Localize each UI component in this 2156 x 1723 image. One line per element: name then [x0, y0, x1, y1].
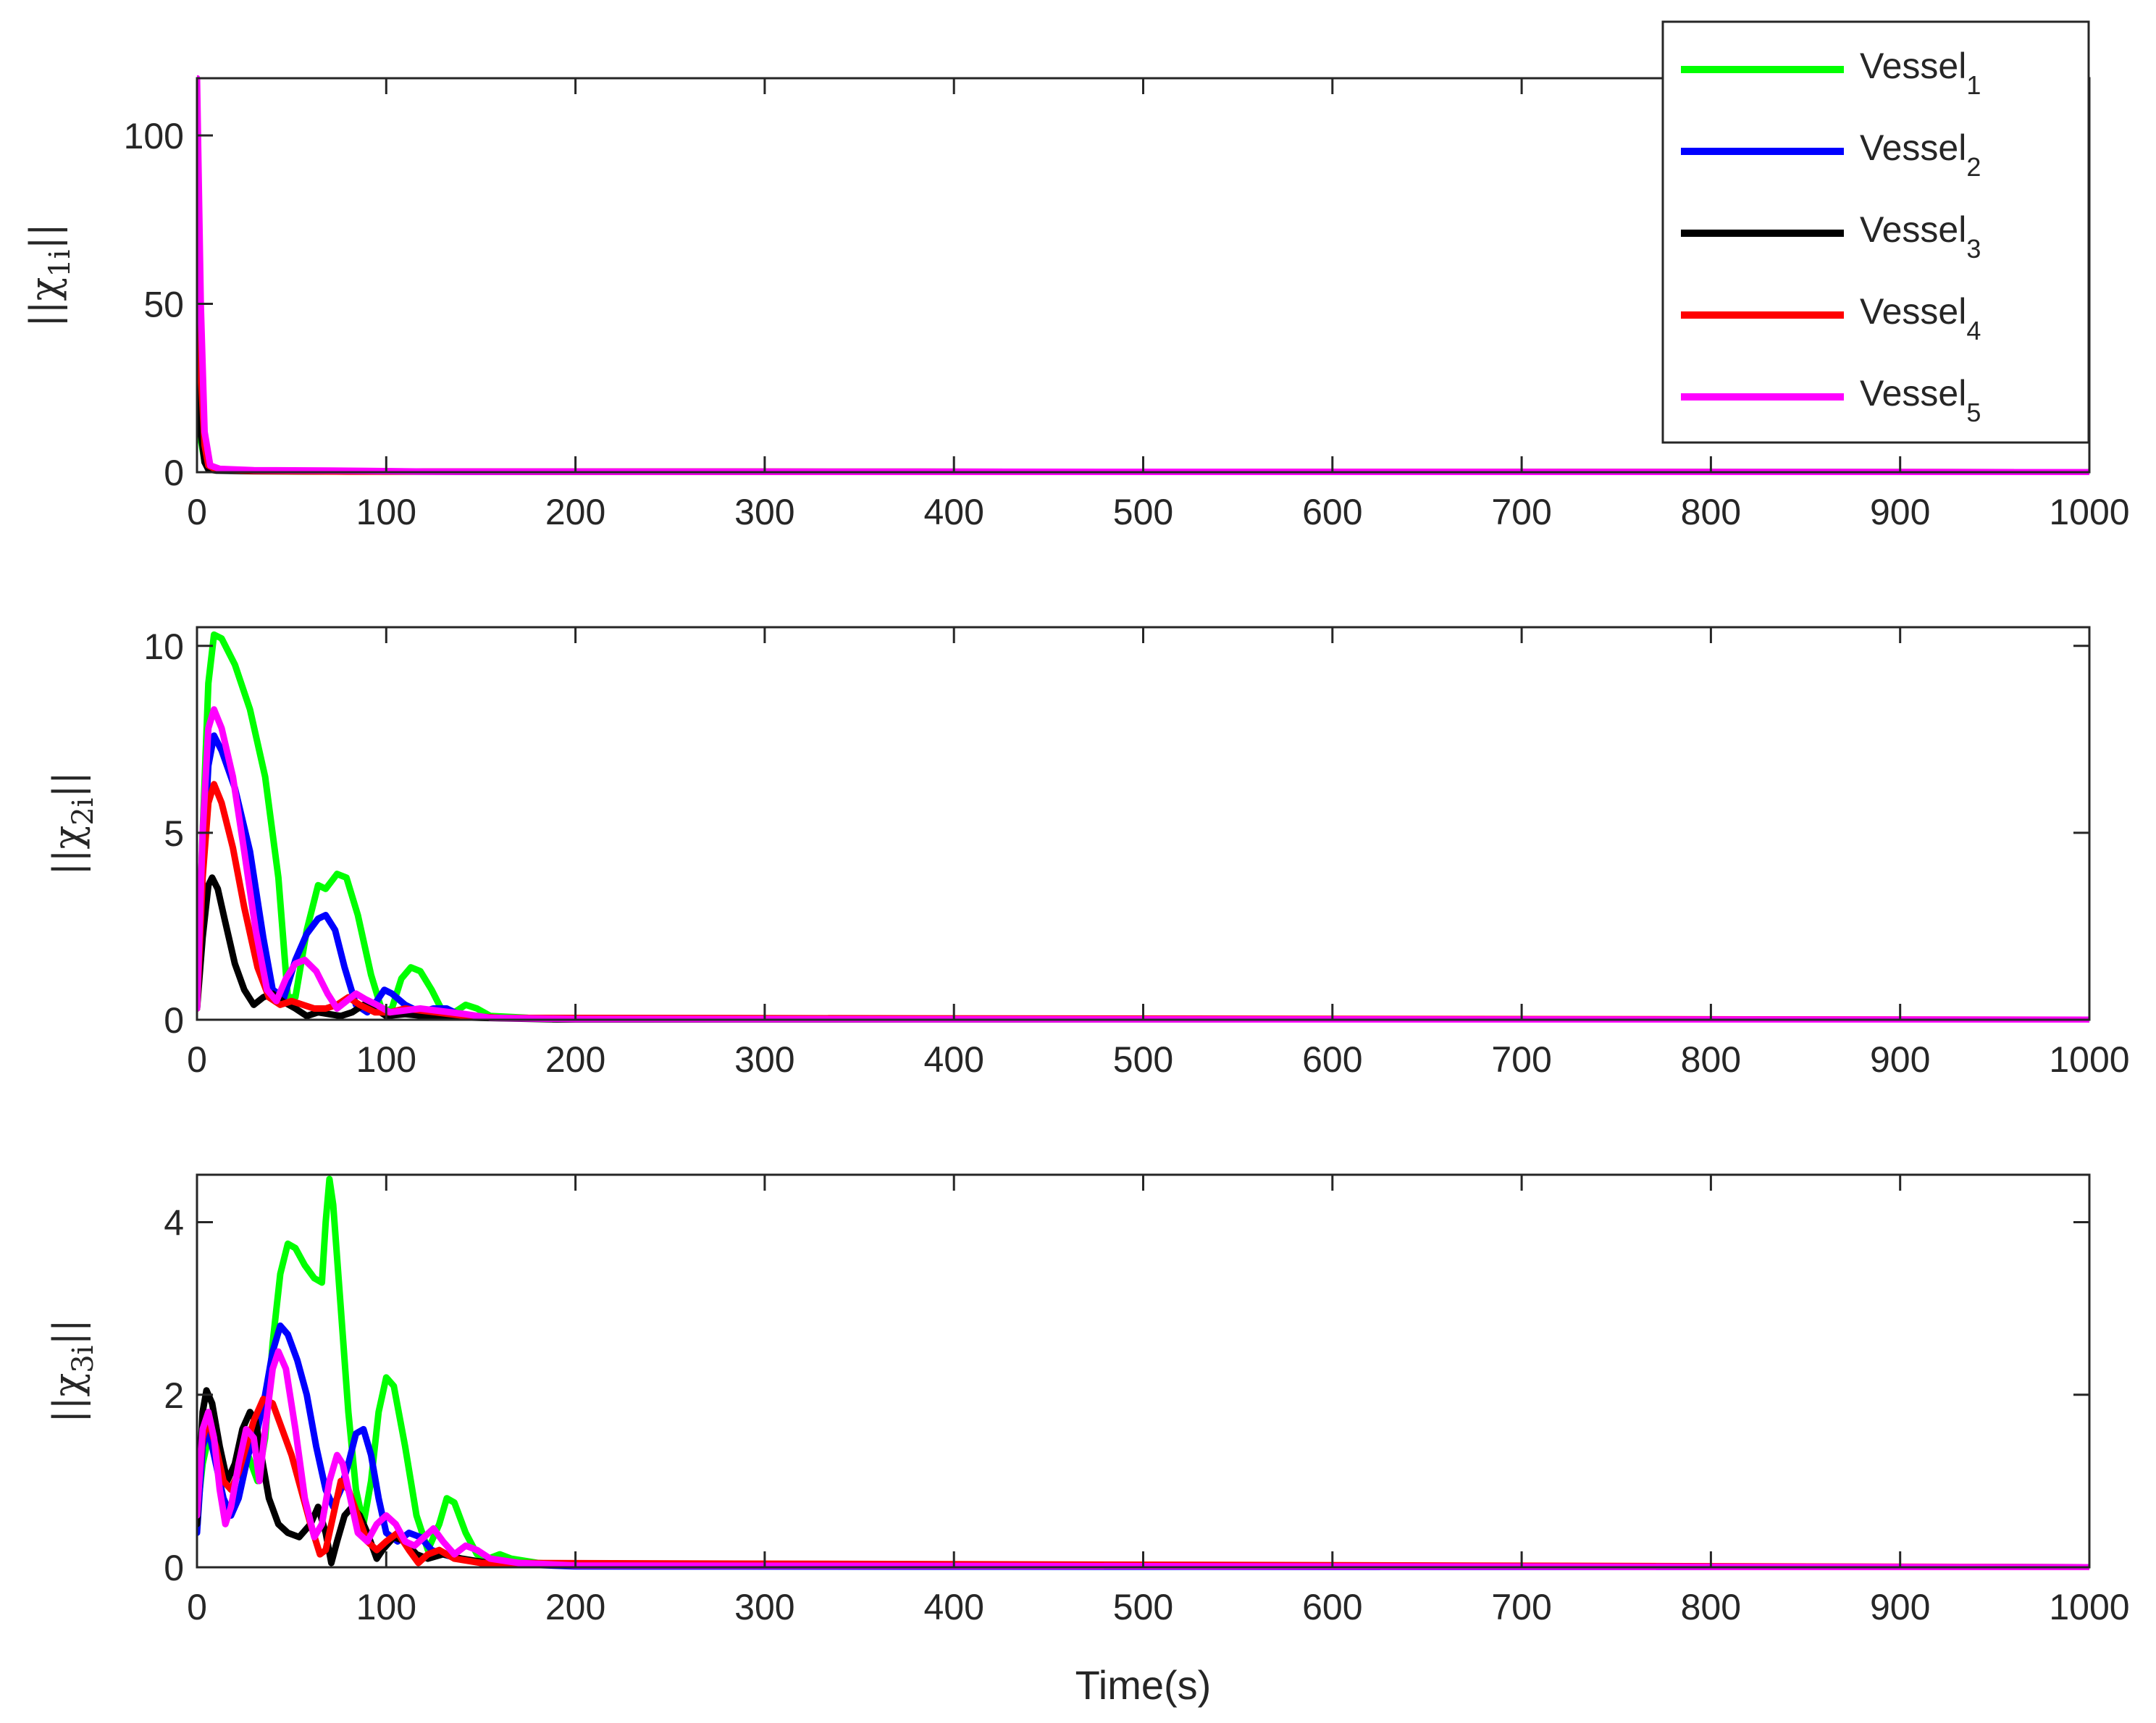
x-tick-label: 200 [545, 1039, 605, 1080]
x-axis-label: Time(s) [1075, 1662, 1212, 1708]
legend-label-vessel-5: Vessel5 [1860, 373, 1981, 427]
x-tick-label: 0 [187, 1039, 207, 1080]
x-tick-label: 200 [545, 492, 605, 532]
x-tick-label: 1000 [2049, 492, 2129, 532]
x-tick-label: 200 [545, 1587, 605, 1627]
y-axis-label-main: ||χ [45, 1373, 91, 1423]
series-group [197, 1175, 2089, 1570]
series-group [197, 631, 2089, 1023]
y-tick-label: 50 [143, 285, 184, 325]
x-tick-label: 700 [1491, 1039, 1551, 1080]
x-tick-label: 300 [734, 492, 794, 532]
y-tick-label: 4 [164, 1203, 184, 1244]
x-tick-label: 400 [923, 1587, 983, 1627]
panel-1: 0 100 200 300 400 500 600 700 800 900 1000 0 50 100 ||… [22, 75, 2130, 532]
x-tick-label: 100 [356, 1587, 416, 1627]
x-tick-label: 800 [1681, 1587, 1741, 1627]
x-tick-label: 0 [187, 492, 207, 532]
x-tick-label: 900 [1870, 1587, 1930, 1627]
x-tick-label: 1000 [2049, 1587, 2129, 1627]
series-line-vessel-2 [197, 1322, 2089, 1570]
y-tick-label: 2 [164, 1375, 184, 1416]
series-line-vessel-2 [197, 732, 2089, 1023]
x-tick-label: 300 [734, 1587, 794, 1627]
y-tick-label: 0 [164, 1000, 184, 1041]
x-tick-label: 600 [1302, 492, 1362, 532]
y-axis-label-main: ||χ [22, 277, 67, 327]
panel-2: 0 100 200 300 400 500 600 700 800 900 1000 0 5 10 ||χ2… [45, 626, 2130, 1080]
y-tick-label: 100 [124, 116, 184, 156]
y-tick-label: 0 [164, 453, 184, 493]
x-tick-label: 600 [1302, 1039, 1362, 1080]
y-axis-label-sub: 2i [67, 798, 100, 826]
x-tick-label: 800 [1681, 1039, 1741, 1080]
x-tick-label: 1000 [2049, 1039, 2129, 1080]
y-axis-label-sub: 3i [67, 1346, 100, 1373]
series-line-vessel-1 [197, 631, 2089, 1023]
y-axis-label-main: ||χ [45, 826, 91, 876]
x-tick-label: 100 [356, 492, 416, 532]
y-axis-label-end: || [22, 223, 67, 249]
x-tick-label: 700 [1491, 1587, 1551, 1627]
x-tick-label: 400 [923, 492, 983, 532]
x-tick-label: 100 [356, 1039, 416, 1080]
x-tick-label: 500 [1113, 1587, 1173, 1627]
x-tick-label: 0 [187, 1587, 207, 1627]
x-tick-label: 700 [1491, 492, 1551, 532]
x-tick-label: 600 [1302, 1587, 1362, 1627]
series-line-vessel-5 [197, 706, 2089, 1023]
series-line-vessel-3 [197, 874, 2089, 1023]
legend-label-vessel-3: Vessel3 [1860, 209, 1981, 264]
axes-box [196, 626, 2091, 1021]
y-axis-label-end: || [45, 1319, 91, 1345]
y-tick-label: 5 [164, 813, 184, 854]
y-axis-label: ||χ3i|| [45, 1319, 100, 1423]
legend-label-vessel-1: Vessel1 [1860, 46, 1981, 100]
legend-label-vessel-4: Vessel4 [1860, 291, 1981, 345]
y-tick-label: 10 [143, 626, 184, 667]
x-tick-label: 500 [1113, 492, 1173, 532]
y-axis-label-end: || [45, 771, 91, 797]
y-axis-label: ||χ2i|| [45, 771, 100, 876]
series-line-vessel-5 [197, 1348, 2089, 1570]
y-axis-label-sub: 1i [43, 250, 77, 277]
series-line-vessel-3 [197, 1387, 2089, 1570]
x-tick-label: 900 [1870, 492, 1930, 532]
series-line-vessel-4 [197, 1396, 2089, 1570]
legend: Vessel1 Vessel2 Vessel3 Vessel4 Vessel5 [1661, 20, 2090, 444]
x-tick-label: 400 [923, 1039, 983, 1080]
legend-label-vessel-2: Vessel2 [1860, 127, 1981, 182]
axes-box [196, 1173, 2091, 1569]
x-tick-label: 300 [734, 1039, 794, 1080]
x-tick-label: 800 [1681, 492, 1741, 532]
y-tick-label: 0 [164, 1548, 184, 1588]
panel-3: 0 100 200 300 400 500 600 700 800 900 1000 0 2 4 ||χ3i… [45, 1173, 2130, 1708]
series-line-vessel-4 [197, 781, 2089, 1023]
x-tick-label: 900 [1870, 1039, 1930, 1080]
x-tick-label: 500 [1113, 1039, 1173, 1080]
y-axis-label: ||χ1i|| [22, 223, 77, 327]
series-line-vessel-1 [197, 1175, 2089, 1570]
